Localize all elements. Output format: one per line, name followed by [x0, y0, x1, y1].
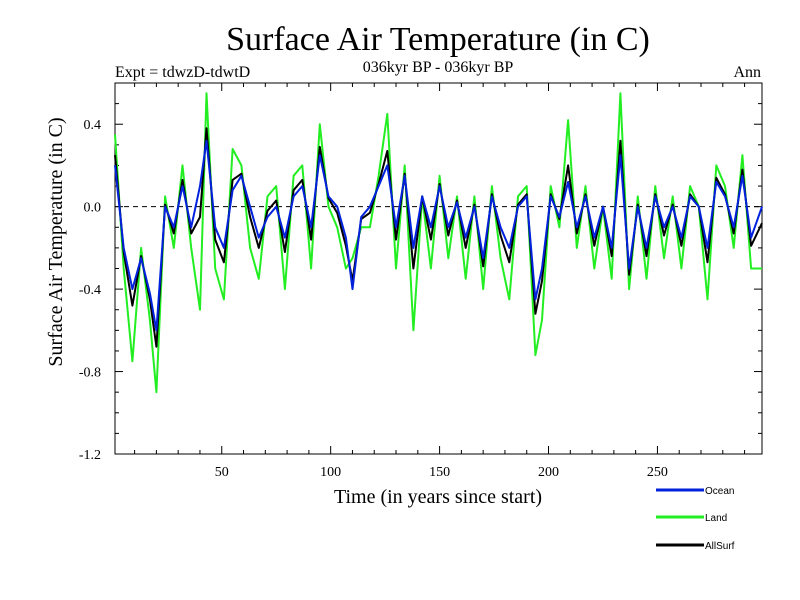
y-tick-label: 0.4	[84, 118, 102, 133]
y-tick-label: -0.4	[79, 283, 101, 298]
plot-frame	[114, 82, 763, 455]
y-tick-label: 0.0	[84, 201, 102, 216]
x-tick-labels: 50 100 150 200 250	[215, 465, 668, 480]
x-tick-label: 50	[215, 465, 229, 480]
x-tick-label: 250	[647, 465, 668, 480]
series-line-land	[114, 92, 762, 394]
axis-ticks	[115, 82, 762, 455]
x-tick-label: 200	[538, 465, 559, 480]
y-axis-label: Surface Air Temperature (in C)	[45, 117, 67, 366]
chart-title: Surface Air Temperature (in C)	[226, 21, 650, 58]
x-tick-label: 150	[429, 465, 450, 480]
series-lines	[114, 92, 763, 394]
y-tick-label: -1.2	[79, 448, 101, 463]
experiment-label: Expt = tdwzD-tdwtD	[115, 64, 250, 81]
chart-subtitle: 036kyr BP - 036kyr BP	[363, 59, 514, 76]
legend-label-ocean: Ocean	[705, 486, 734, 497]
series-line-ocean	[114, 139, 763, 332]
series-line-allsurf	[114, 127, 763, 348]
legend-label-allsurf: AllSurf	[705, 541, 735, 552]
x-tick-label: 100	[320, 465, 341, 480]
x-axis-label: Time (in years since start)	[334, 486, 542, 508]
legend-label-land: Land	[705, 513, 727, 524]
legend: Ocean Land AllSurf	[656, 486, 735, 552]
plot-area	[114, 82, 763, 455]
y-tick-labels: 0.4 0.0 -0.4 -0.8 -1.2	[79, 118, 101, 463]
y-tick-label: -0.8	[79, 366, 101, 381]
season-label: Ann	[733, 64, 761, 81]
